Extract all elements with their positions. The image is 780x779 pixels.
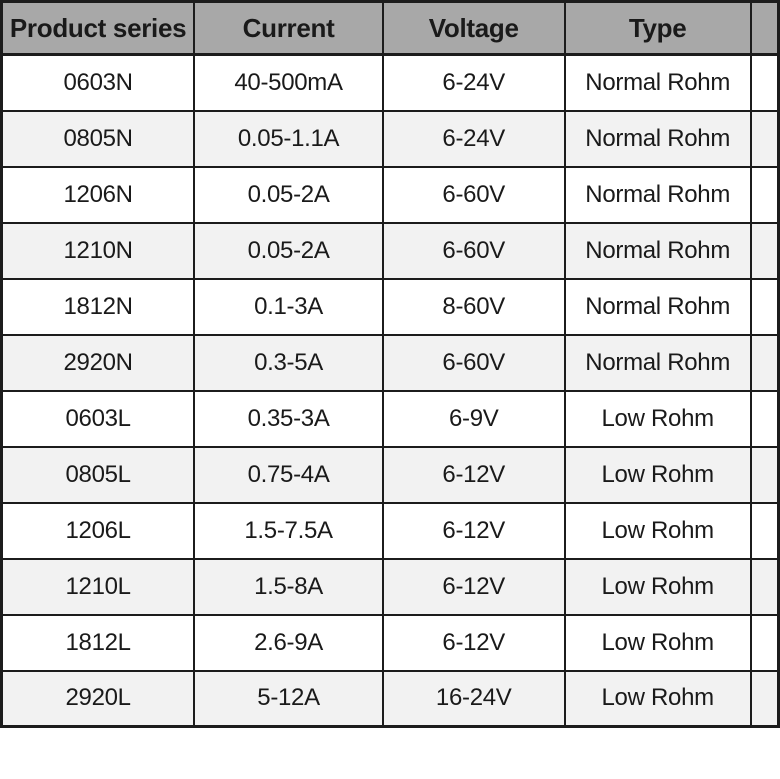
cell-current: 0.05-1.1A	[193, 109, 384, 168]
cell-cutoff	[749, 277, 780, 336]
cell-type: Normal Rohm	[563, 221, 752, 280]
cell-cutoff	[749, 501, 780, 560]
cell-current: 0.75-4A	[193, 445, 384, 504]
cell-type: Normal Rohm	[563, 277, 752, 336]
cell-product-series: 0603N	[0, 53, 196, 112]
cell-product-series: 1812N	[0, 277, 196, 336]
table-header: Product series Current Voltage Type	[0, 0, 780, 56]
cell-type: Low Rohm	[563, 445, 752, 504]
cell-type: Normal Rohm	[563, 333, 752, 392]
cell-product-series: 1206L	[0, 501, 196, 560]
table-row: 2920L 5-12A 16-24V Low Rohm	[0, 669, 780, 728]
table-row: 1206N 0.05-2A 6-60V Normal Rohm	[0, 165, 780, 224]
cell-current: 0.1-3A	[193, 277, 384, 336]
cell-cutoff	[749, 53, 780, 112]
cell-current: 1.5-8A	[193, 557, 384, 616]
cell-product-series: 2920N	[0, 333, 196, 392]
cell-voltage: 6-9V	[381, 389, 566, 448]
column-header-cutoff	[749, 0, 780, 56]
cell-type: Low Rohm	[563, 501, 752, 560]
cell-voltage: 6-24V	[381, 109, 566, 168]
cell-current: 0.05-2A	[193, 165, 384, 224]
cell-voltage: 6-60V	[381, 333, 566, 392]
cell-type: Low Rohm	[563, 613, 752, 672]
column-header-product-series: Product series	[0, 0, 196, 56]
cell-cutoff	[749, 445, 780, 504]
cell-voltage: 6-12V	[381, 501, 566, 560]
cell-product-series: 2920L	[0, 669, 196, 728]
cell-type: Normal Rohm	[563, 53, 752, 112]
cell-product-series: 1206N	[0, 165, 196, 224]
cell-product-series: 1210N	[0, 221, 196, 280]
product-spec-table: Product series Current Voltage Type 0603…	[0, 0, 780, 728]
cell-cutoff	[749, 389, 780, 448]
cell-cutoff	[749, 165, 780, 224]
cell-current: 40-500mA	[193, 53, 384, 112]
cell-type: Low Rohm	[563, 669, 752, 728]
cell-cutoff	[749, 109, 780, 168]
cell-product-series: 0603L	[0, 389, 196, 448]
cell-voltage: 6-12V	[381, 613, 566, 672]
cell-cutoff	[749, 669, 780, 728]
table-row: 1210N 0.05-2A 6-60V Normal Rohm	[0, 221, 780, 280]
column-header-type: Type	[563, 0, 752, 56]
cell-type: Normal Rohm	[563, 165, 752, 224]
table-row: 1812N 0.1-3A 8-60V Normal Rohm	[0, 277, 780, 336]
cell-current: 0.3-5A	[193, 333, 384, 392]
cell-voltage: 6-60V	[381, 221, 566, 280]
column-header-current: Current	[193, 0, 384, 56]
cell-current: 2.6-9A	[193, 613, 384, 672]
cell-product-series: 1210L	[0, 557, 196, 616]
cell-voltage: 6-12V	[381, 445, 566, 504]
cell-product-series: 0805N	[0, 109, 196, 168]
cell-current: 1.5-7.5A	[193, 501, 384, 560]
column-header-voltage: Voltage	[381, 0, 566, 56]
table-row: 0805L 0.75-4A 6-12V Low Rohm	[0, 445, 780, 504]
header-row: Product series Current Voltage Type	[0, 0, 780, 56]
cell-cutoff	[749, 557, 780, 616]
cell-voltage: 6-24V	[381, 53, 566, 112]
table-row: 1812L 2.6-9A 6-12V Low Rohm	[0, 613, 780, 672]
cell-current: 0.35-3A	[193, 389, 384, 448]
table-row: 0805N 0.05-1.1A 6-24V Normal Rohm	[0, 109, 780, 168]
cell-type: Low Rohm	[563, 557, 752, 616]
cell-voltage: 6-12V	[381, 557, 566, 616]
table-body: 0603N 40-500mA 6-24V Normal Rohm 0805N 0…	[0, 53, 780, 728]
table-row: 1210L 1.5-8A 6-12V Low Rohm	[0, 557, 780, 616]
cell-product-series: 0805L	[0, 445, 196, 504]
cell-product-series: 1812L	[0, 613, 196, 672]
table-row: 1206L 1.5-7.5A 6-12V Low Rohm	[0, 501, 780, 560]
cell-voltage: 6-60V	[381, 165, 566, 224]
cell-voltage: 16-24V	[381, 669, 566, 728]
cell-cutoff	[749, 221, 780, 280]
cell-cutoff	[749, 333, 780, 392]
cell-type: Low Rohm	[563, 389, 752, 448]
table-row: 0603N 40-500mA 6-24V Normal Rohm	[0, 53, 780, 112]
cell-voltage: 8-60V	[381, 277, 566, 336]
cell-current: 5-12A	[193, 669, 384, 728]
cell-current: 0.05-2A	[193, 221, 384, 280]
table-row: 0603L 0.35-3A 6-9V Low Rohm	[0, 389, 780, 448]
table-row: 2920N 0.3-5A 6-60V Normal Rohm	[0, 333, 780, 392]
cell-cutoff	[749, 613, 780, 672]
cell-type: Normal Rohm	[563, 109, 752, 168]
